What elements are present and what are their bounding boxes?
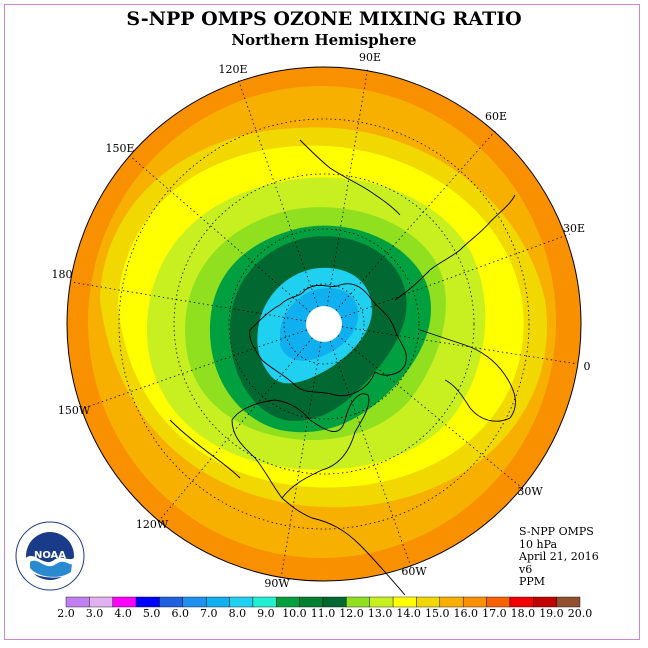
colorbar-swatch xyxy=(533,596,557,608)
lon-label-30w: 30W xyxy=(517,485,543,498)
longitude-labels: 90E 60E 30E 0 30W 60W 90W 120W 150W 180 … xyxy=(52,51,591,590)
colorbar-tick-label: 20.0 xyxy=(568,607,593,620)
colorbar-tick-label: 7.0 xyxy=(200,607,218,620)
lon-label-0: 0 xyxy=(584,360,591,373)
lon-label-60e: 60E xyxy=(485,110,507,123)
colorbar-swatch xyxy=(205,596,230,608)
lon-label-120w: 120W xyxy=(136,518,169,531)
colorbar-tick-label: 6.0 xyxy=(171,607,189,620)
ozone-field xyxy=(67,67,581,581)
colorbar-swatch xyxy=(322,596,347,608)
colorbar-swatch xyxy=(112,596,137,608)
colorbar-tick-label: 9.0 xyxy=(257,607,275,620)
colorbar-tick-label: 14.0 xyxy=(396,607,421,620)
coastlines xyxy=(169,139,516,596)
info-units: PPM xyxy=(519,575,546,588)
colorbar-swatch xyxy=(369,596,394,608)
colorbar: 2.0 3.0 4.0 5.0 6.0 7.0 8.0 9.0 10.0 11.0 12.0 13.0… xyxy=(57,596,593,620)
colorbar-swatch xyxy=(416,596,441,608)
colorbar-tick-label: 11.0 xyxy=(311,607,336,620)
lon-label-120e: 120E xyxy=(218,63,247,76)
colorbar-tick-label: 19.0 xyxy=(539,607,564,620)
colorbar-swatch xyxy=(392,596,417,608)
lon-label-60w: 60W xyxy=(401,565,427,578)
colorbar-swatch xyxy=(462,596,487,608)
lon-label-150e: 150E xyxy=(105,142,134,155)
chart-title: S-NPP OMPS OZONE MIXING RATIO xyxy=(126,8,522,30)
colorbar-swatch xyxy=(182,596,207,608)
colorbar-tick-label: 8.0 xyxy=(229,607,247,620)
colorbar-swatch xyxy=(486,596,511,608)
colorbar-swatch xyxy=(439,596,464,608)
colorbar-swatch xyxy=(346,596,370,608)
lon-label-30e: 30E xyxy=(563,222,585,235)
colorbar-tick-label: 15.0 xyxy=(425,607,450,620)
colorbar-swatch xyxy=(299,596,324,608)
colorbar-tick-label: 3.0 xyxy=(86,607,104,620)
info-pressure-level: 10 hPa xyxy=(519,537,558,551)
info-date: April 21, 2016 xyxy=(519,550,599,563)
colorbar-swatch xyxy=(276,596,300,608)
colorbar-tick-label: 13.0 xyxy=(368,607,393,620)
colorbar-swatch xyxy=(159,596,184,608)
noaa-logo-text: NOAA xyxy=(34,550,66,561)
colorbar-swatch xyxy=(65,596,90,608)
colorbar-swatch xyxy=(556,596,581,608)
lon-label-90e: 90E xyxy=(359,51,381,64)
polar-data-gap xyxy=(306,306,342,342)
colorbar-swatch xyxy=(252,596,277,608)
info-version: v6 xyxy=(519,562,533,576)
colorbar-tick-label: 10.0 xyxy=(282,607,307,620)
colorbar-tick-label: 5.0 xyxy=(143,607,161,620)
colorbar-swatch xyxy=(89,596,113,608)
lon-label-180: 180 xyxy=(52,268,73,281)
colorbar-tick-label: 12.0 xyxy=(339,607,364,620)
colorbar-swatch xyxy=(135,596,160,608)
colorbar-tick-label: 4.0 xyxy=(114,607,132,620)
chart-subtitle: Northern Hemisphere xyxy=(231,31,417,49)
graticule xyxy=(70,66,579,579)
colorbar-tick-label: 16.0 xyxy=(454,607,479,620)
figure-frame xyxy=(4,4,640,640)
colorbar-swatch xyxy=(509,596,534,608)
noaa-logo: NOAA xyxy=(15,521,85,591)
info-instrument: S-NPP OMPS xyxy=(519,525,594,538)
lon-label-150w: 150W xyxy=(58,404,91,417)
info-block: S-NPP OMPS 10 hPa April 21, 2016 v6 PPM xyxy=(519,525,599,589)
colorbar-tick-label: 17.0 xyxy=(482,607,507,620)
lon-label-90w: 90W xyxy=(264,577,290,590)
colorbar-tick-label: 2.0 xyxy=(57,607,75,620)
colorbar-tick-label: 18.0 xyxy=(511,607,536,620)
colorbar-swatch xyxy=(229,596,254,608)
map-boundary xyxy=(66,66,582,582)
